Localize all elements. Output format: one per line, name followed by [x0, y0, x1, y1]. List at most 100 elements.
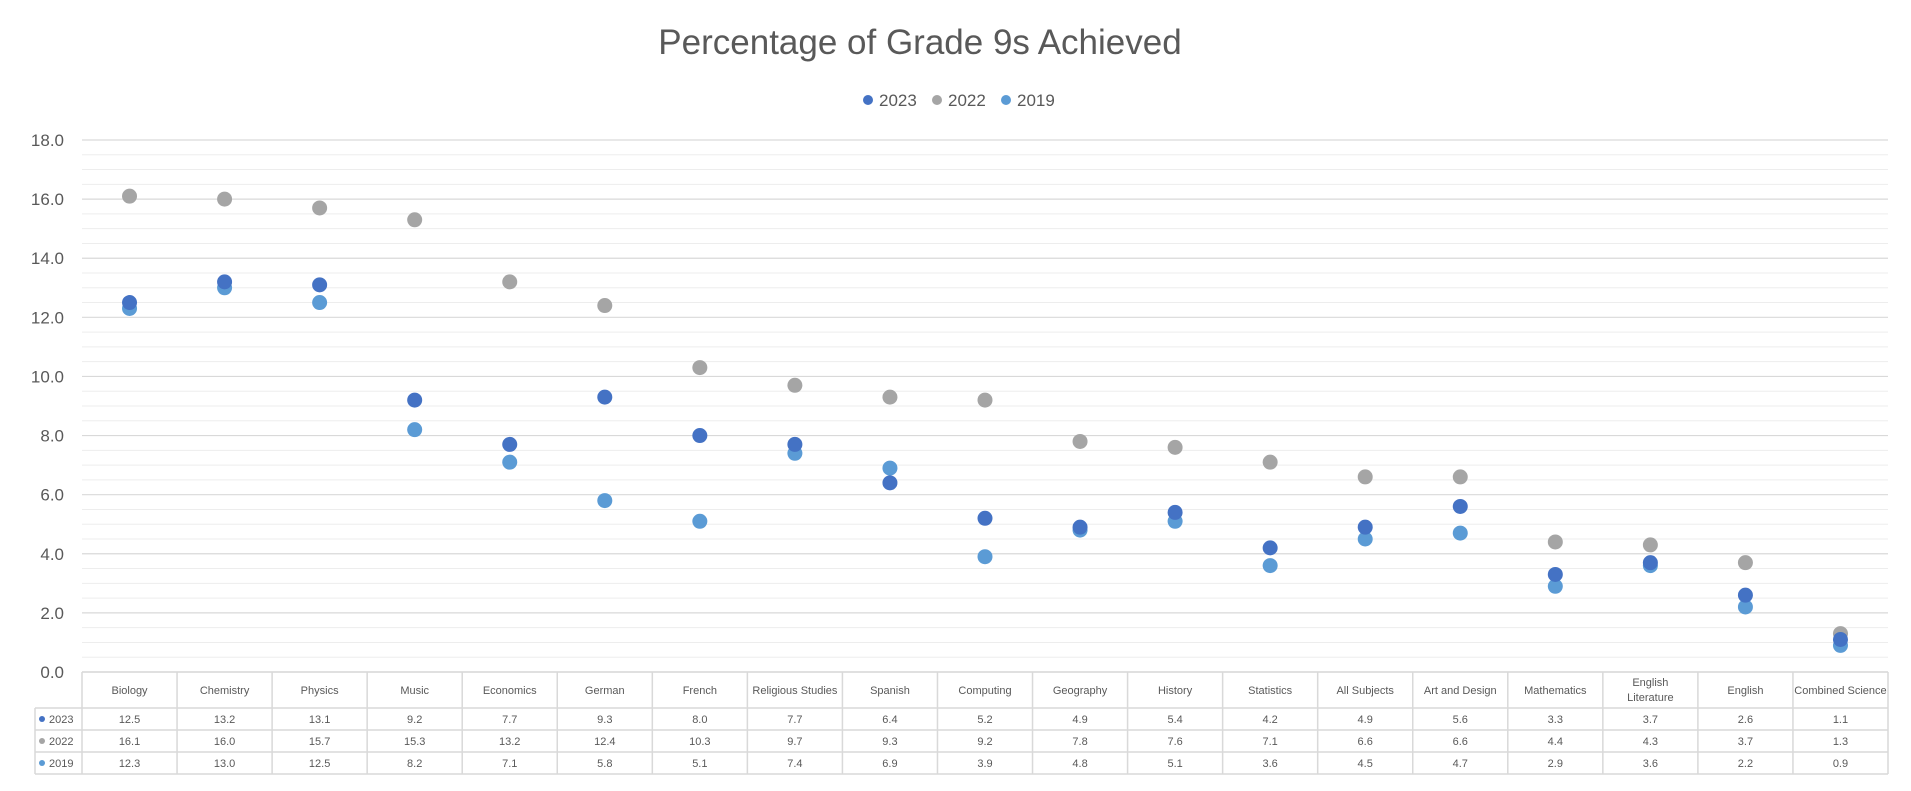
table-cell-value: 9.3: [597, 714, 612, 726]
legend-marker-2022: [932, 95, 942, 105]
data-point-2023: [1167, 504, 1183, 520]
table-cell-value: 3.7: [1738, 736, 1753, 748]
table-legend-marker: [39, 738, 45, 744]
table-cell-value: 0.9: [1833, 758, 1848, 770]
table-cell-value: 15.3: [404, 736, 425, 748]
table-cell-value: 1.3: [1833, 736, 1848, 748]
legend-marker-2019: [1001, 95, 1011, 105]
table-cell-value: 6.4: [882, 714, 897, 726]
data-point-2019: [407, 422, 423, 438]
table-cell-value: 3.6: [1643, 758, 1658, 770]
data-point-2022: [217, 191, 233, 207]
table-cell-value: 3.9: [977, 758, 992, 770]
y-tick-label: 8.0: [40, 427, 64, 446]
data-point-2019: [1452, 525, 1468, 541]
category-label: English: [1727, 685, 1763, 697]
table-cell-value: 16.1: [119, 736, 140, 748]
y-tick-label: 14.0: [31, 249, 64, 268]
data-point-2023: [1357, 519, 1373, 535]
category-label: Economics: [483, 685, 537, 697]
table-cell-value: 4.8: [1072, 758, 1087, 770]
table-cell-value: 12.5: [309, 758, 330, 770]
data-point-2023: [977, 510, 993, 526]
y-tick-label: 18.0: [31, 131, 64, 150]
data-point-2022: [312, 200, 328, 216]
data-point-2019: [977, 549, 993, 565]
table-cell-value: 3.3: [1548, 714, 1563, 726]
data-point-2023: [882, 475, 898, 491]
table-cell-value: 2.9: [1548, 758, 1563, 770]
table-cell-value: 15.7: [309, 736, 330, 748]
table-cell-value: 3.7: [1643, 714, 1658, 726]
data-point-2022: [502, 274, 518, 290]
data-point-2019: [692, 513, 708, 529]
table-cell-value: 5.1: [1167, 758, 1182, 770]
data-point-2019: [1262, 558, 1278, 574]
category-label: Religious Studies: [752, 685, 837, 697]
legend-label: 2022: [948, 91, 986, 110]
data-point-2022: [1642, 537, 1658, 553]
table-cell-value: 4.7: [1453, 758, 1468, 770]
table-cell-value: 5.4: [1167, 714, 1182, 726]
data-point-2023: [1737, 587, 1753, 603]
table-cell-value: 12.4: [594, 736, 615, 748]
data-point-2023: [1072, 519, 1088, 535]
table-cell-value: 4.5: [1358, 758, 1373, 770]
table-cell-value: 9.3: [882, 736, 897, 748]
y-tick-label: 16.0: [31, 190, 64, 209]
data-point-2022: [1357, 469, 1373, 485]
category-label: History: [1158, 685, 1193, 697]
category-label: Statistics: [1248, 685, 1293, 697]
table-cell-value: 13.2: [214, 714, 235, 726]
data-point-2022: [787, 377, 803, 393]
table-cell-value: 6.9: [882, 758, 897, 770]
table-cell-value: 4.2: [1263, 714, 1278, 726]
y-tick-label: 2.0: [40, 604, 64, 623]
y-tick-label: 10.0: [31, 367, 64, 386]
data-point-2022: [122, 188, 138, 204]
category-label: Computing: [958, 685, 1011, 697]
chart-title: Percentage of Grade 9s Achieved: [658, 23, 1181, 62]
category-label: Art and Design: [1424, 685, 1497, 697]
table-cell-value: 5.2: [977, 714, 992, 726]
table-cell-value: 5.6: [1453, 714, 1468, 726]
table-cell-value: 13.2: [499, 736, 520, 748]
data-point-2023: [1832, 631, 1848, 647]
table-cell-value: 13.0: [214, 758, 235, 770]
y-axis-ticks: 0.0 2.0 4.0 6.0 8.0 10.0 12.0 14.0 16.0 18.0: [31, 131, 64, 682]
table-cell-value: 8.0: [692, 714, 707, 726]
data-point-2022: [1452, 469, 1468, 485]
data-point-2023: [787, 436, 803, 452]
data-point-2022: [882, 389, 898, 405]
data-point-2023: [1642, 555, 1658, 571]
data-point-2022: [1262, 454, 1278, 470]
y-tick-label: 12.0: [31, 308, 64, 327]
y-tick-label: 6.0: [40, 486, 64, 505]
data-point-2022: [977, 392, 993, 408]
category-label: Mathematics: [1524, 685, 1587, 697]
data-point-2023: [1452, 498, 1468, 514]
data-point-2023: [217, 274, 233, 290]
data-point-2022: [1072, 433, 1088, 449]
category-label: English Literature: [1627, 677, 1673, 704]
table-cell-value: 10.3: [689, 736, 710, 748]
table-cell-value: 7.1: [502, 758, 517, 770]
category-label: German: [585, 685, 625, 697]
data-point-2023: [407, 392, 423, 408]
table-cell-value: 16.0: [214, 736, 235, 748]
legend: 2023 2022 2019: [863, 91, 1055, 110]
legend-label: 2023: [879, 91, 917, 110]
table-legend-marker: [39, 716, 45, 722]
table-cell-value: 1.1: [1833, 714, 1848, 726]
data-point-2019: [1737, 599, 1753, 615]
data-point-2023: [502, 436, 518, 452]
table-cell-value: 4.9: [1072, 714, 1087, 726]
y-tick-label: 4.0: [40, 545, 64, 564]
table-cell-value: 2.2: [1738, 758, 1753, 770]
category-label: Physics: [301, 685, 339, 697]
data-point-2023: [122, 295, 138, 311]
table-cell-value: 6.6: [1453, 736, 1468, 748]
table-cell-value: 4.9: [1358, 714, 1373, 726]
data-point-2022: [597, 298, 613, 314]
